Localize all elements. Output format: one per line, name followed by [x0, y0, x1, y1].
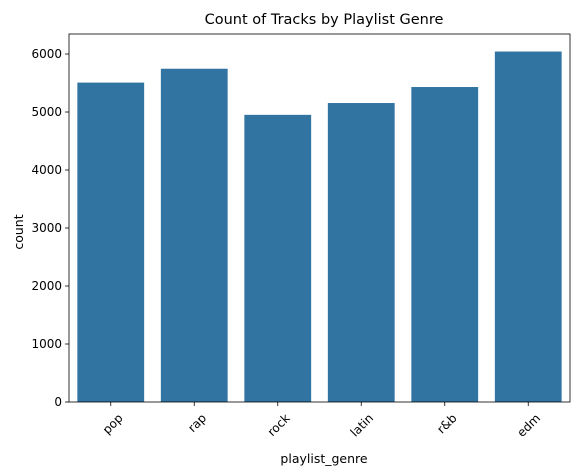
x-tick-label: edm	[514, 411, 543, 440]
y-tick-label: 5000	[31, 105, 62, 119]
y-tick-label: 6000	[31, 47, 62, 61]
x-axis-label: playlist_genre	[280, 451, 367, 466]
y-axis-ticks: 0 1000 2000 3000 4000 5000 6000	[31, 47, 69, 409]
y-tick-label: 2000	[31, 279, 62, 293]
x-tick-label: pop	[100, 411, 126, 437]
bar-latin	[327, 103, 395, 402]
x-tick-label: r&b	[434, 411, 459, 436]
plot-frame	[68, 33, 571, 403]
y-axis-label: count	[11, 214, 26, 249]
bar-rock	[244, 114, 312, 403]
bar-rap	[160, 68, 228, 402]
y-tick-label: 4000	[31, 163, 62, 177]
bars-group	[77, 51, 562, 403]
bar-r&b	[411, 87, 479, 402]
bar-edm	[494, 51, 562, 402]
y-tick-label: 1000	[31, 337, 62, 351]
bar-pop	[77, 82, 145, 403]
x-tick-label: rap	[185, 411, 209, 435]
x-tick-label: rock	[265, 411, 293, 439]
y-tick-label: 3000	[31, 221, 62, 235]
y-tick-label: 0	[54, 395, 62, 409]
x-axis-ticks: pop rap rock latin r&b edm	[100, 402, 543, 440]
chart-title: Count of Tracks by Playlist Genre	[205, 12, 444, 28]
x-tick-label: latin	[348, 411, 377, 440]
